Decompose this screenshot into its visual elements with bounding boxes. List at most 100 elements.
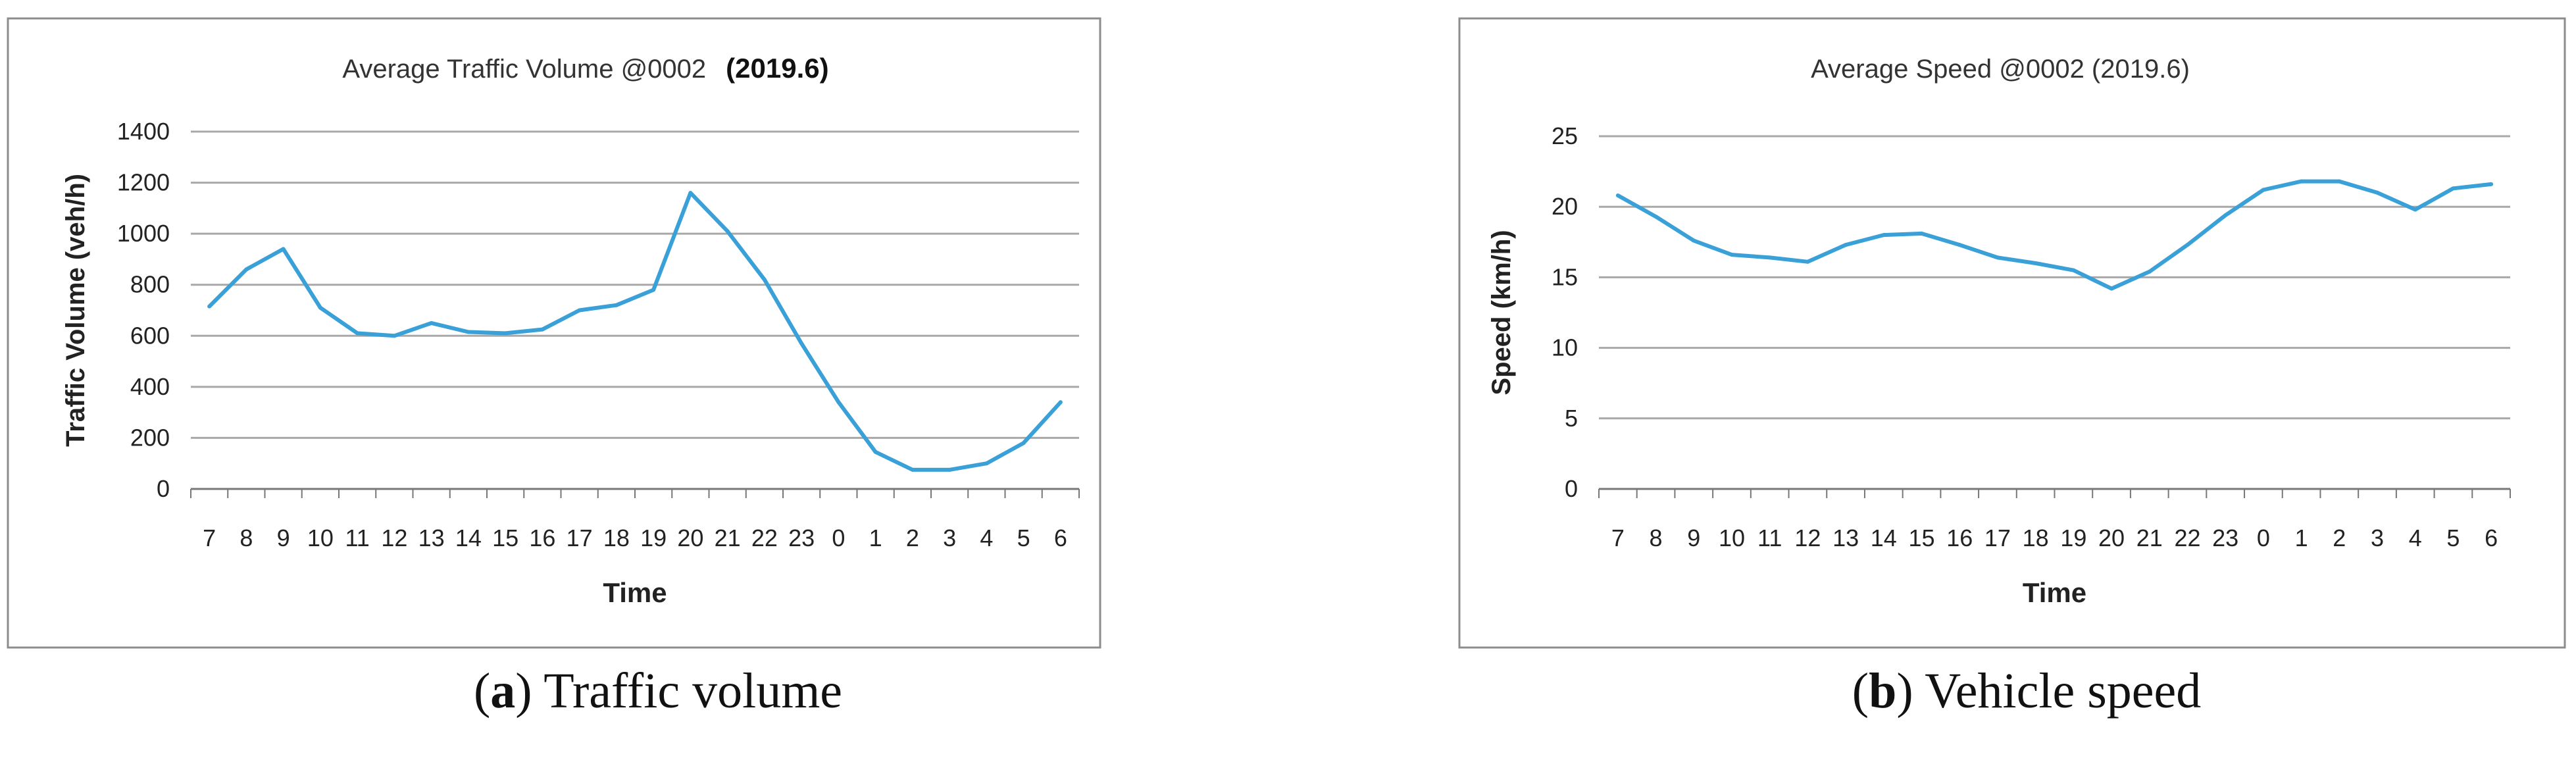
data-point — [1844, 243, 1848, 247]
y-tick-label: 0 — [157, 475, 170, 502]
y-tick-label: 15 — [1552, 263, 1578, 290]
x-tick-label: 5 — [1017, 524, 1030, 551]
x-tick-label: 8 — [1650, 524, 1663, 551]
y-tick-label: 200 — [130, 424, 170, 451]
x-tick-label: 12 — [381, 524, 407, 551]
x-tick-label: 1 — [869, 524, 882, 551]
x-tick-label: 15 — [1908, 524, 1934, 551]
x-tick-label: 21 — [2136, 524, 2163, 551]
data-point — [466, 330, 470, 334]
data-point — [318, 305, 322, 310]
x-tick-label: 17 — [567, 524, 593, 551]
x-tick-label: 18 — [2023, 524, 2049, 551]
y-tick-label: 10 — [1552, 334, 1578, 361]
caption-a: (a) Traffic volume — [473, 663, 843, 719]
data-point — [725, 229, 730, 234]
data-point — [207, 304, 212, 309]
x-tick-label: 13 — [418, 524, 445, 551]
data-point — [614, 303, 619, 307]
data-point — [503, 331, 508, 336]
data-point — [1767, 255, 1772, 260]
y-tick-label: 0 — [1565, 475, 1578, 502]
data-point — [2071, 268, 2076, 272]
x-tick-label: 12 — [1794, 524, 1821, 551]
chart-frame — [7, 17, 1101, 649]
x-tick-label: 10 — [1719, 524, 1745, 551]
caption-b: (b) Vehicle speed — [1852, 663, 2202, 719]
x-tick-label: 6 — [2485, 524, 2498, 551]
x-tick-label: 21 — [715, 524, 741, 551]
x-tick-label: 13 — [1832, 524, 1859, 551]
data-point — [762, 277, 767, 282]
data-point — [281, 247, 286, 251]
x-tick-label: 10 — [307, 524, 334, 551]
caption-b-letter: b — [1869, 663, 1897, 719]
x-tick-label: 20 — [2098, 524, 2125, 551]
data-point — [947, 467, 952, 472]
data-point — [1654, 215, 1658, 219]
x-tick-label: 4 — [2409, 524, 2422, 551]
data-point — [1021, 441, 1026, 446]
x-tick-label: 16 — [529, 524, 555, 551]
y-axis-title: Speed (km/h) — [1487, 230, 1516, 395]
x-tick-label: 16 — [1946, 524, 1973, 551]
y-tick-label: 1000 — [117, 220, 170, 247]
x-tick-label: 6 — [1054, 524, 1067, 551]
x-axis-title: Time — [2023, 577, 2086, 608]
y-tick-label: 600 — [130, 322, 170, 349]
y-tick-label: 1400 — [117, 118, 170, 145]
data-point — [2413, 207, 2417, 212]
x-tick-label: 0 — [2257, 524, 2270, 551]
data-point — [836, 400, 841, 405]
x-tick-label: 19 — [2060, 524, 2086, 551]
x-tick-label: 14 — [1871, 524, 1897, 551]
y-tick-label: 1200 — [117, 169, 170, 196]
data-point — [1957, 243, 1962, 247]
x-tick-label: 0 — [832, 524, 845, 551]
data-point — [2185, 243, 2190, 247]
data-point — [2489, 182, 2494, 186]
chart-title-date: (2019.6) — [726, 53, 828, 84]
data-point — [2337, 179, 2342, 184]
y-tick-label: 20 — [1552, 193, 1578, 220]
data-point — [651, 288, 656, 292]
data-point — [392, 334, 397, 338]
x-tick-label: 18 — [603, 524, 630, 551]
x-tick-label: 2 — [906, 524, 919, 551]
data-point — [2223, 213, 2228, 218]
data-point — [2033, 261, 2038, 265]
caption-a-letter: a — [490, 663, 516, 719]
y-tick-label: 800 — [130, 271, 170, 298]
data-point — [873, 449, 878, 454]
data-point — [2375, 190, 2380, 195]
data-point — [2261, 188, 2265, 192]
data-point — [984, 461, 989, 466]
caption-b-text: Vehicle speed — [1913, 663, 2202, 719]
x-tick-label: 17 — [1984, 524, 2011, 551]
data-point — [688, 191, 693, 195]
data-point — [1881, 233, 1886, 238]
series-line — [1617, 179, 2492, 291]
data-point — [1692, 238, 1696, 243]
x-tick-label: 7 — [1611, 524, 1625, 551]
data-point — [2147, 269, 2152, 274]
data-point — [1058, 400, 1063, 405]
data-point — [1806, 259, 1810, 264]
x-tick-label: 23 — [2212, 524, 2238, 551]
data-point — [540, 327, 545, 332]
x-tick-label: 15 — [492, 524, 518, 551]
data-point — [1729, 253, 1734, 257]
x-tick-label: 3 — [2371, 524, 2384, 551]
data-point — [910, 467, 915, 472]
chart-title-main: Average Speed @0002 (2019.6) — [1811, 55, 2190, 84]
chart-title-main: Average Traffic Volume @0002 — [342, 55, 706, 84]
x-axis-title: Time — [603, 577, 667, 608]
x-tick-label: 5 — [2446, 524, 2460, 551]
data-point — [244, 267, 249, 272]
x-tick-label: 2 — [2333, 524, 2346, 551]
x-tick-label: 9 — [1687, 524, 1700, 551]
data-point — [2299, 179, 2304, 184]
data-point — [2109, 286, 2114, 291]
chart-title: Average Speed @0002 (2019.6) — [1811, 55, 2190, 84]
